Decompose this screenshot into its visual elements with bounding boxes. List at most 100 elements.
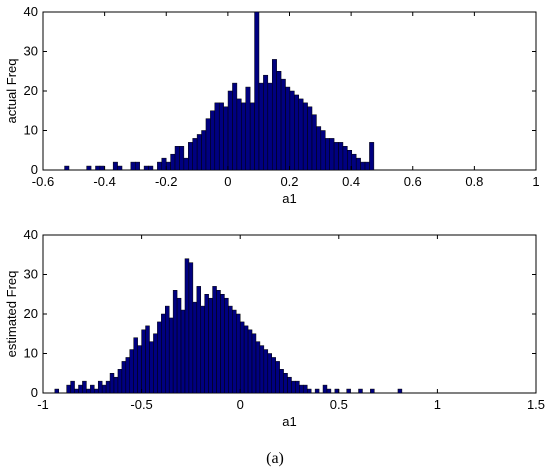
histogram-bar (326, 388, 332, 394)
x-tick-label: -0.6 (32, 174, 54, 189)
histogram-bar (316, 126, 322, 171)
histogram-bar (204, 294, 209, 394)
x-tick-label: -0.4 (93, 174, 115, 189)
histogram-bar (287, 376, 292, 394)
histogram-bar (223, 106, 229, 171)
histogram-bar (125, 357, 131, 394)
histogram-bar (216, 290, 221, 394)
histogram-bar (346, 388, 351, 394)
x-tick-label: 0 (237, 397, 244, 412)
histogram-bar (271, 59, 277, 171)
histogram-bar (174, 146, 180, 171)
histogram-bar (214, 102, 220, 171)
histogram-bar (333, 142, 339, 171)
histogram-bar (112, 161, 118, 171)
histogram-bar (311, 114, 317, 171)
histogram-bar (280, 78, 286, 171)
histogram-bar (228, 305, 233, 394)
histogram-bar (176, 297, 182, 394)
histogram-bar (82, 380, 87, 394)
histogram-bar (364, 161, 370, 171)
histogram-bar (196, 286, 202, 394)
histogram-bar (370, 388, 375, 394)
y-tick-label: 20 (24, 83, 38, 98)
histogram-bar (105, 380, 111, 394)
histogram-bar (307, 106, 313, 171)
histogram-bar (165, 161, 171, 171)
histogram-bar (249, 102, 255, 171)
histogram-bar (299, 384, 304, 394)
histogram-bar (161, 313, 166, 394)
histogram-bar (157, 321, 162, 394)
histogram-bar (275, 361, 280, 394)
histogram-bar (74, 388, 79, 394)
histogram-bar (243, 325, 249, 394)
histogram-bar (78, 384, 83, 394)
histogram-bar (201, 130, 207, 171)
histogram-bar (196, 134, 202, 171)
histogram-bar (303, 384, 308, 394)
histogram-bar (247, 329, 253, 394)
histogram-bar (276, 71, 282, 171)
histogram-bar (188, 262, 194, 394)
x-tick-label: -1 (37, 397, 49, 412)
histogram-bar (208, 297, 213, 394)
histogram-bar (179, 146, 185, 171)
histogram-bar (95, 165, 101, 171)
histogram-bar (227, 90, 233, 171)
histogram-bar (172, 290, 178, 394)
histogram-bar (254, 11, 260, 171)
x-tick-label: -0.5 (130, 397, 152, 412)
y-tick-label: 30 (24, 44, 38, 59)
bars-group (64, 11, 375, 171)
histogram-bar (145, 325, 150, 394)
histogram-bar (338, 142, 344, 171)
histogram-bar (210, 110, 216, 171)
histogram-bar (165, 305, 170, 394)
y-tick-label: 40 (24, 4, 38, 19)
histogram-bar (279, 369, 284, 394)
histogram-bar (263, 74, 269, 171)
histogram-bar (224, 297, 229, 394)
histogram-bar (259, 345, 265, 394)
y-tick-label: 10 (24, 123, 38, 138)
y-tick-label: 20 (24, 306, 38, 321)
histogram-bar (149, 341, 154, 394)
histogram-bar (133, 337, 138, 394)
x-tick-label: 0.4 (342, 174, 360, 189)
x-axis-label: a1 (282, 414, 296, 429)
histogram-bar (325, 138, 330, 171)
histogram-bar (351, 153, 357, 171)
histogram-bar (251, 333, 257, 394)
histogram-bar (302, 102, 308, 171)
histogram-bar (192, 138, 198, 171)
y-axis-label: estimated Freq (4, 271, 19, 358)
histogram-bar (86, 388, 91, 394)
histogram-bar (291, 380, 296, 394)
histogram-bar (295, 380, 300, 394)
histogram-bar (113, 376, 119, 394)
histogram-bar (54, 388, 60, 394)
histogram-bar (355, 157, 361, 171)
histogram-bar (180, 309, 186, 394)
y-ticks: 0 10 20 30 40 (24, 4, 536, 177)
histogram-bar (334, 388, 340, 394)
histogram-bar (232, 82, 238, 171)
histogram-bar (397, 388, 403, 394)
histogram-bar (358, 388, 363, 394)
x-tick-label: 0.5 (330, 397, 348, 412)
histogram-bar (97, 380, 103, 394)
histogram-bar (141, 329, 146, 394)
x-tick-label: 1 (532, 174, 539, 189)
histogram-bar (239, 321, 245, 394)
histogram-bar (255, 341, 261, 394)
histogram-bar (90, 384, 95, 394)
x-tick-label: 1.5 (527, 397, 545, 412)
histogram-bar (170, 153, 176, 171)
histogram-bar (360, 161, 366, 171)
x-tick-label: 0.2 (280, 174, 298, 189)
histogram-bar (289, 90, 295, 171)
histogram-bar (200, 305, 205, 394)
x-tick-label: 0 (224, 174, 231, 189)
